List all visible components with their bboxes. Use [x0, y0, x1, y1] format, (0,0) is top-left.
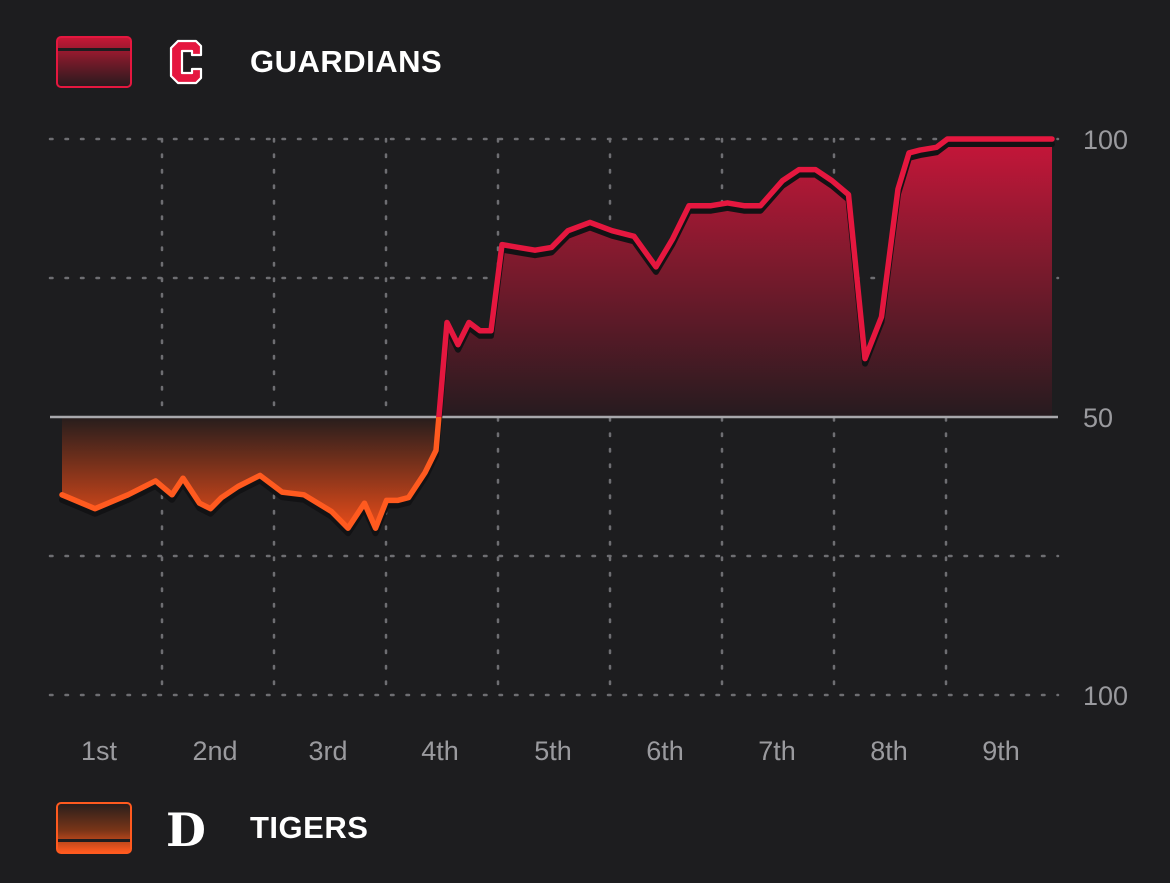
x-tick-label-8th: 8th — [870, 736, 908, 766]
tigers-color-swatch — [56, 802, 132, 854]
tigers-line — [59, 417, 442, 531]
x-tick-label-9th: 9th — [982, 736, 1020, 766]
x-tick-label-2nd: 2nd — [192, 736, 237, 766]
legend-guardians: GUARDIANS — [56, 34, 442, 90]
guardians-area — [62, 139, 1052, 417]
chart-lines — [59, 136, 1055, 537]
y-tick-label-0: 100 — [1083, 125, 1128, 155]
guardians-logo-icon — [166, 34, 206, 90]
tigers-area — [62, 417, 1052, 529]
x-tick-label-3rd: 3rd — [308, 736, 347, 766]
tigers-team-name: TIGERS — [250, 810, 369, 845]
x-tick-label-6th: 6th — [646, 736, 684, 766]
chart-axis-labels: 100 50 100 1st 2nd 3rd 4th 5th 6th 7th 8th 9th — [81, 125, 1128, 766]
x-tick-label-5th: 5th — [534, 736, 572, 766]
legend-tigers: D TIGERS — [56, 800, 368, 856]
chart-areas — [62, 139, 1052, 529]
x-tick-label-4th: 4th — [421, 736, 459, 766]
guardians-line — [436, 136, 1055, 417]
guardians-color-swatch — [56, 36, 132, 88]
guardians-team-name: GUARDIANS — [250, 44, 443, 79]
y-tick-label-1: 50 — [1083, 403, 1113, 433]
svg-text:D: D — [166, 803, 206, 855]
y-tick-label-2: 100 — [1083, 681, 1128, 711]
x-tick-label-1st: 1st — [81, 736, 118, 766]
tigers-logo-icon: D — [166, 800, 206, 856]
x-tick-label-7th: 7th — [758, 736, 796, 766]
